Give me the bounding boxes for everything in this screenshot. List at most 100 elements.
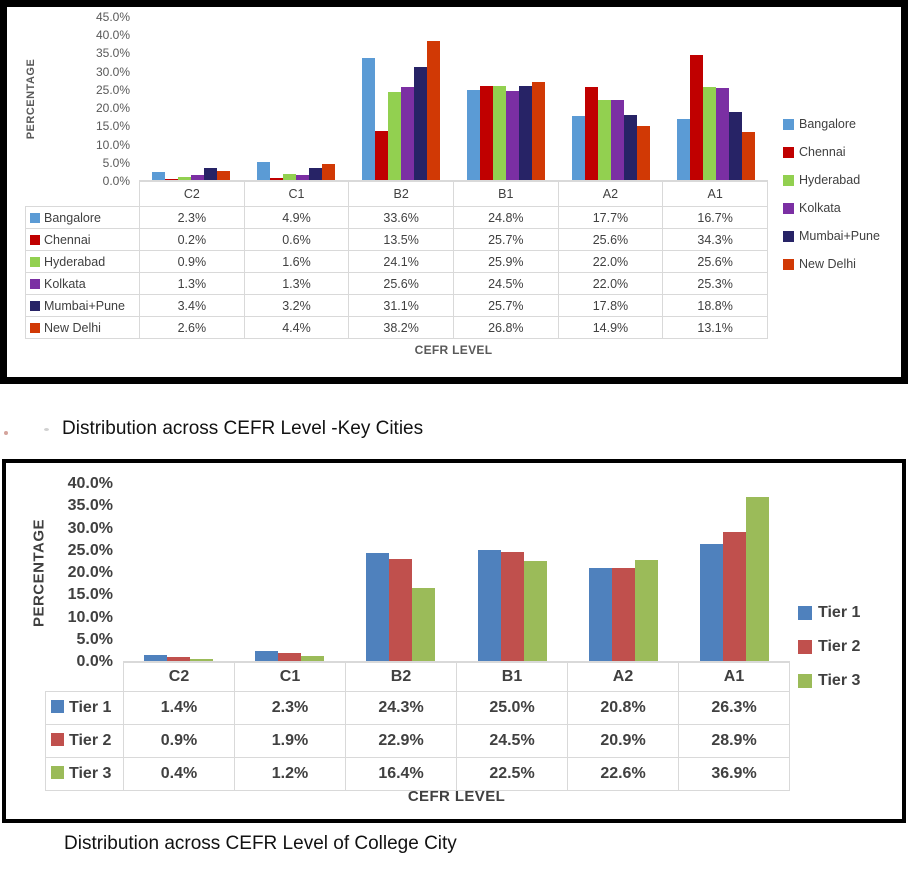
bar-tier-3-A2 bbox=[634, 560, 658, 661]
y-tick-label: 45.0% bbox=[95, 10, 130, 24]
bar-group-B1 bbox=[453, 17, 558, 180]
table-row: New Delhi 2.6% 4.4% 38.2% 26.8% 14.9% 13.1% bbox=[25, 316, 768, 339]
y-tick-label: 30.0% bbox=[67, 519, 113, 537]
col-header-A1: A1 bbox=[678, 662, 790, 692]
cell-bangalore-B1: 24.8% bbox=[452, 206, 559, 229]
bar-tier-2-B1 bbox=[500, 552, 524, 661]
legend-item-kolkata: Kolkata bbox=[783, 194, 880, 222]
legend-swatch-icon bbox=[783, 258, 794, 270]
cell-hyderabad-A1: 25.6% bbox=[662, 250, 768, 273]
bar-tier-2-C1 bbox=[278, 652, 302, 661]
legend-label: Hyderabad bbox=[799, 173, 861, 187]
cell-bangalore-B2: 33.6% bbox=[348, 206, 454, 229]
bar-mumbai+pune-A2 bbox=[623, 115, 637, 180]
y-tick-label: 40.0% bbox=[67, 475, 113, 492]
y-tick-label: 30.0% bbox=[95, 64, 130, 79]
bar-kolkata-B1 bbox=[505, 90, 519, 180]
bar-group-B2 bbox=[345, 484, 456, 661]
bar-group-B2 bbox=[349, 17, 454, 180]
series-swatch-icon bbox=[30, 212, 40, 223]
series-swatch-icon bbox=[30, 278, 40, 289]
bar-chennai-C1 bbox=[270, 177, 284, 180]
key-cities-figure: PERCENTAGE 45.0% 40.0% 35.0% 30.0% 25.0% 20.0… bbox=[0, 0, 908, 384]
row-header-kolkata: Kolkata bbox=[25, 272, 140, 295]
y-tick-label: 0.0% bbox=[76, 653, 113, 670]
bar-group-A1 bbox=[663, 17, 768, 180]
y-tick-label: 40.0% bbox=[95, 28, 130, 43]
y-tick-label: 20.0% bbox=[95, 101, 130, 116]
cell-tier-3-B1: 22.5% bbox=[456, 757, 568, 791]
y-tick-label: 15.0% bbox=[95, 119, 130, 134]
y-axis-ticks: 40.0% 35.0% 30.0% 25.0% 20.0% 15.0% 10.0% 5.0% 0… bbox=[6, 475, 116, 670]
legend-swatch-icon bbox=[798, 606, 812, 620]
cell-hyderabad-C1: 1.6% bbox=[243, 250, 350, 273]
legend-swatch-icon bbox=[783, 202, 794, 214]
cell-tier-2-A2: 20.9% bbox=[567, 724, 679, 758]
cell-new-delhi-A2: 14.9% bbox=[557, 316, 664, 339]
cell-tier-3-A2: 22.6% bbox=[567, 757, 679, 791]
legend-swatch-icon bbox=[783, 118, 794, 130]
bar-kolkata-C2 bbox=[191, 175, 205, 180]
legend-item-hyderabad: Hyderabad bbox=[783, 166, 880, 194]
col-header-A2: A2 bbox=[567, 662, 679, 692]
bar-bangalore-B1 bbox=[466, 89, 480, 180]
cell-bangalore-C1: 4.9% bbox=[243, 206, 350, 229]
y-tick-label: 25.0% bbox=[67, 541, 113, 559]
bar-kolkata-C1 bbox=[296, 175, 310, 180]
bar-new-delhi-A2 bbox=[636, 125, 650, 180]
y-tick-label: 35.0% bbox=[95, 46, 130, 61]
bar-group-B1 bbox=[457, 484, 568, 661]
cell-mumbai+pune-B2: 31.1% bbox=[348, 294, 454, 317]
cell-kolkata-C1: 1.3% bbox=[243, 272, 350, 295]
bar-kolkata-A2 bbox=[610, 99, 624, 180]
cell-new-delhi-C2: 2.6% bbox=[139, 316, 245, 339]
table-row: Hyderabad 0.9% 1.6% 24.1% 25.9% 22.0% 25.6% bbox=[25, 250, 768, 273]
bar-bangalore-A1 bbox=[676, 119, 690, 180]
bar-group-A2 bbox=[558, 17, 663, 180]
figure1-caption: Distribution across CEFR Level -Key Citi… bbox=[62, 418, 424, 439]
y-tick-label: 5.0% bbox=[102, 155, 130, 170]
bar-mumbai+pune-C2 bbox=[204, 167, 218, 180]
table-row: Kolkata 1.3% 1.3% 25.6% 24.5% 22.0% 25.3% bbox=[25, 272, 768, 295]
cell-kolkata-B2: 25.6% bbox=[348, 272, 454, 295]
bar-hyderabad-C2 bbox=[178, 176, 192, 180]
series-swatch-icon bbox=[30, 234, 40, 245]
legend-swatch-icon bbox=[798, 640, 812, 654]
col-header-B1: B1 bbox=[452, 181, 559, 207]
cell-tier-2-B1: 24.5% bbox=[456, 724, 568, 758]
cell-chennai-B1: 25.7% bbox=[452, 228, 559, 251]
bar-chennai-B1 bbox=[479, 86, 493, 180]
cell-hyderabad-B2: 24.1% bbox=[348, 250, 454, 273]
bar-hyderabad-B2 bbox=[388, 92, 402, 180]
bar-new-delhi-C1 bbox=[322, 164, 336, 180]
cell-mumbai+pune-C2: 3.4% bbox=[139, 294, 245, 317]
col-header-A2: A2 bbox=[557, 181, 664, 207]
x-axis-title: CEFR LEVEL bbox=[407, 788, 506, 805]
cell-kolkata-A2: 22.0% bbox=[557, 272, 664, 295]
row-header-new-delhi: New Delhi bbox=[25, 316, 140, 339]
cell-tier-2-C1: 1.9% bbox=[234, 724, 346, 758]
col-header-B1: B1 bbox=[456, 662, 568, 692]
cell-chennai-A2: 25.6% bbox=[557, 228, 664, 251]
bar-tier-3-A1 bbox=[745, 496, 769, 661]
bar-mumbai+pune-A1 bbox=[728, 111, 742, 180]
bar-group-C2 bbox=[139, 17, 244, 180]
bar-chennai-B2 bbox=[375, 130, 389, 180]
series-swatch-icon bbox=[51, 766, 64, 779]
legend-swatch-icon bbox=[783, 174, 794, 186]
bar-group-C1 bbox=[234, 484, 345, 661]
legend-swatch-icon bbox=[783, 230, 794, 242]
cell-tier-2-C2: 0.9% bbox=[123, 724, 235, 758]
cell-kolkata-B1: 24.5% bbox=[452, 272, 559, 295]
figure2-caption: Distribution across CEFR Level of Colleg… bbox=[64, 833, 457, 854]
y-tick-label: 25.0% bbox=[95, 82, 130, 97]
cell-mumbai+pune-C1: 3.2% bbox=[243, 294, 350, 317]
row-header-tier-3: Tier 3 bbox=[45, 757, 124, 791]
bar-hyderabad-B1 bbox=[492, 85, 506, 180]
cell-mumbai+pune-B1: 25.7% bbox=[452, 294, 559, 317]
cell-tier-1-C1: 2.3% bbox=[234, 691, 346, 725]
cell-tier-3-C2: 0.4% bbox=[123, 757, 235, 791]
bar-hyderabad-A1 bbox=[702, 86, 716, 180]
series-swatch-icon bbox=[30, 322, 40, 333]
y-tick-label: 10.0% bbox=[67, 608, 113, 626]
